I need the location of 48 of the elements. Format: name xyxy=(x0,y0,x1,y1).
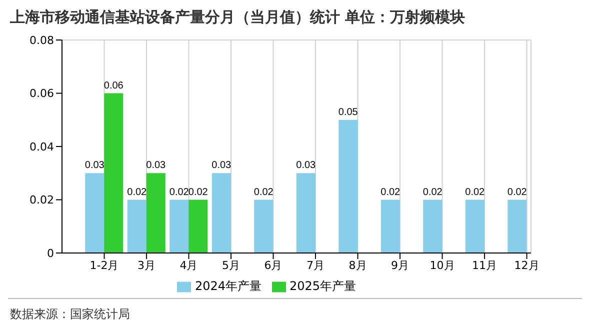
bar xyxy=(465,200,484,253)
x-tick-label: 7月 xyxy=(306,258,325,272)
x-tick-label: 3月 xyxy=(138,258,156,272)
x-tick-label: 1-2月 xyxy=(90,258,119,272)
y-tick-label: 0.06 xyxy=(30,87,54,100)
bar xyxy=(127,200,146,253)
y-tick-label: 0.04 xyxy=(30,140,54,154)
bar xyxy=(380,200,400,253)
source-note: 数据来源：国家统计局 xyxy=(10,306,130,323)
data-label: 0.03 xyxy=(212,160,232,172)
data-label: 0.02 xyxy=(254,186,274,198)
data-label: 0.06 xyxy=(104,80,124,92)
data-label: 0.03 xyxy=(296,160,316,172)
data-label: 0.02 xyxy=(380,186,401,198)
bar xyxy=(188,200,208,253)
bar xyxy=(146,173,166,253)
data-label: 0.02 xyxy=(507,186,528,198)
x-tick-label: 5月 xyxy=(222,258,240,272)
bar xyxy=(170,200,189,253)
data-label: 0.03 xyxy=(146,160,166,172)
x-tick-label: 9月 xyxy=(391,258,410,272)
y-tick-label: 0 xyxy=(47,246,54,260)
legend-label: 2025年产量 xyxy=(290,279,356,293)
data-label: 0.02 xyxy=(422,186,443,198)
x-tick-label: 8月 xyxy=(348,258,367,272)
x-tick-label: 6月 xyxy=(264,258,282,272)
legend-label: 2024年产量 xyxy=(194,279,262,293)
x-tick-label: 4月 xyxy=(180,258,198,272)
bar xyxy=(508,200,527,253)
bar xyxy=(212,173,231,253)
bar xyxy=(254,200,274,253)
x-tick-label: 12月 xyxy=(514,258,540,272)
bar xyxy=(296,173,316,253)
data-label: 0.05 xyxy=(338,106,358,118)
data-label: 0.02 xyxy=(127,186,148,198)
bar xyxy=(338,120,358,253)
x-tick-label: 10月 xyxy=(430,258,455,272)
chart-title: 上海市移动通信基站设备产量分月（当月值）统计 单位：万射频模块 xyxy=(10,8,466,27)
y-tick-label: 0.02 xyxy=(30,194,54,207)
data-label: 0.02 xyxy=(169,186,190,198)
bar xyxy=(423,200,442,253)
data-label: 0.02 xyxy=(465,186,486,198)
y-tick-label: 0.08 xyxy=(30,34,54,47)
x-tick-label: 11月 xyxy=(472,258,498,272)
data-label: 0.02 xyxy=(188,186,208,198)
bar xyxy=(85,173,104,253)
data-label: 0.03 xyxy=(84,160,105,172)
bar xyxy=(104,93,124,253)
